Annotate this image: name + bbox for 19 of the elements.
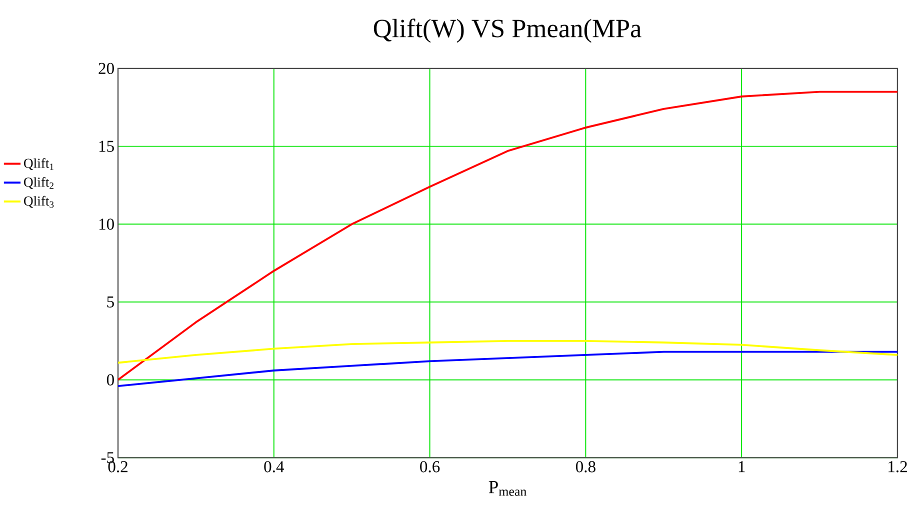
x-tick-label: 1.2 — [888, 461, 907, 472]
x-tick-label: 0.4 — [264, 461, 284, 472]
y-tick-label: -5 — [101, 452, 114, 464]
x-tick-label: 1 — [738, 461, 745, 472]
line-series — [118, 90, 898, 381]
y-tick-label: 10 — [99, 218, 114, 230]
chart-title: Qlift(W) VS Pmean(MPa — [374, 18, 642, 43]
legend-label: Qlift$_{3}$ — [24, 196, 54, 208]
y-tick-label: 0 — [106, 374, 114, 386]
x-tick-label: 0.6 — [420, 461, 440, 472]
y-tick-label: 20 — [98, 62, 114, 74]
line-series — [118, 340, 898, 364]
y-tick-label: 15 — [99, 140, 114, 152]
legend-label: Qlift$_{1}$ — [24, 158, 54, 170]
y-tick-label: 5 — [107, 296, 114, 308]
x-tick-label: 0.2 — [108, 461, 128, 472]
x-axis-title: P$_{mean}$ — [488, 480, 526, 496]
x-tick-label: 0.8 — [576, 461, 596, 472]
legend-label: Qlift$_{2}$ — [24, 177, 54, 189]
